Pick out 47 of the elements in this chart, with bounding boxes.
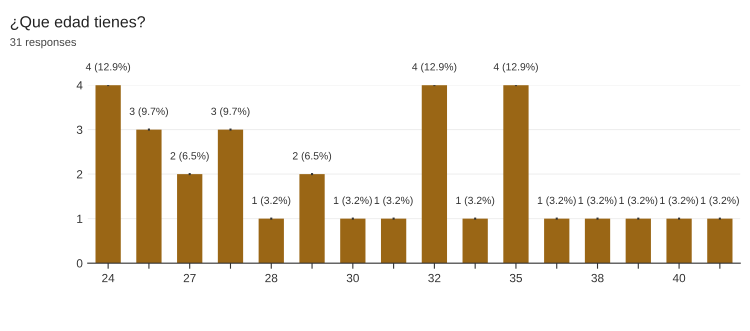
x-tick-label: 28 [265,274,278,282]
x-tick-label: 27 [184,274,196,282]
bar [177,174,202,264]
x-tick-label: 32 [428,274,440,282]
bar [666,218,692,264]
data-label: 1 (3.2%) [700,196,739,206]
data-label: 1 (3.2%) [334,196,372,206]
data-label: 1 (3.2%) [456,196,494,206]
data-label: 1 (3.2%) [578,196,617,206]
data-label: 3 (9.7%) [130,107,168,118]
bar [544,218,570,264]
x-tick-label: 38 [591,274,604,282]
x-tick-label: 24 [102,274,114,282]
data-label: 1 (3.2%) [252,196,290,206]
bar [584,218,610,264]
data-label: 1 (3.2%) [619,196,658,206]
bar [422,85,448,264]
y-tick-label: 1 [77,214,82,223]
chart-subtitle: 31 responses [10,38,76,48]
x-tick-label: 30 [346,274,359,282]
bar [96,85,121,264]
bar [707,218,732,264]
data-label: 1 (3.2%) [374,196,413,206]
bar [380,218,406,264]
y-tick-label: 2 [76,170,82,178]
data-label: 3 (9.7%) [211,107,250,118]
bar [218,130,244,264]
data-label: 4 (12.9%) [494,62,538,73]
y-tick-label: 3 [76,126,82,134]
bar [462,218,488,264]
bar [626,218,651,264]
bar [136,130,162,264]
y-tick-label: 0 [76,259,82,268]
data-label: 2 (6.5%) [292,152,332,162]
x-tick-label: 40 [672,274,686,282]
x-tick-label: 35 [510,274,522,282]
data-label: 1 (3.2%) [660,196,698,206]
data-label: 4 (12.9%) [86,62,130,73]
data-label: 2 (6.5%) [170,152,209,162]
data-label: 4 (12.9%) [412,62,456,73]
bar [340,218,366,264]
chart-title: ¿Que edad tienes? [10,16,146,30]
y-tick-label: 4 [76,81,83,90]
data-label: 1 (3.2%) [538,196,576,206]
bar [258,218,284,264]
bar [299,174,325,264]
bar [503,85,529,264]
